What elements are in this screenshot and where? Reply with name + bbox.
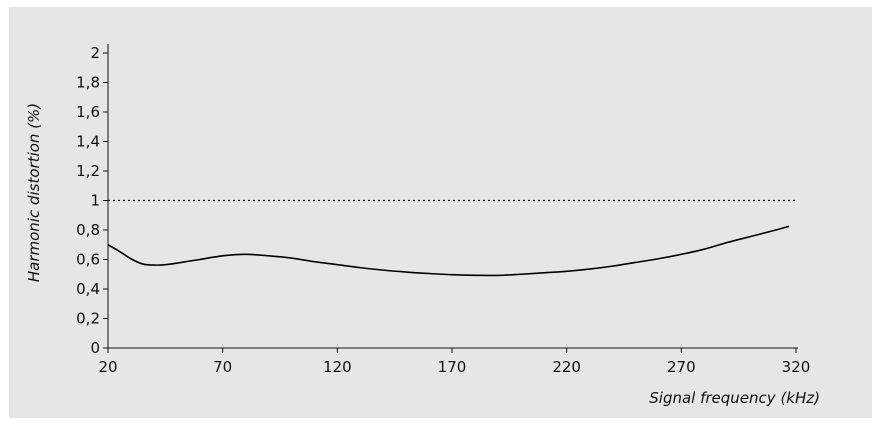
y-tick-label: 0: [90, 339, 100, 357]
x-axis-title: Signal frequency (kHz): [649, 389, 820, 407]
x-tick-label: 20: [98, 358, 117, 376]
x-tick-label: 270: [667, 358, 696, 376]
y-tick-label: 0,8: [76, 221, 100, 239]
y-tick-label: 1,6: [76, 103, 100, 121]
y-axis-title: Harmonic distortion (%): [25, 103, 43, 282]
axes: [103, 44, 798, 353]
y-tick-label: 1: [90, 192, 100, 210]
series-line-0: [107, 225, 790, 277]
chart-panel: 0 0,2 0,4 0,6 0,8 1 1,2 1,4 1,6 1,8 2 20 70 120 170 220…: [9, 7, 872, 418]
y-tick-label: 0,4: [76, 280, 100, 298]
x-tick-label: 320: [782, 358, 811, 376]
y-tick-label: 1,2: [76, 162, 100, 180]
x-tick-label: 220: [552, 358, 581, 376]
y-tick-label: 2: [90, 44, 100, 62]
x-tick-label: 70: [213, 358, 232, 376]
y-tick-label: 0,6: [76, 251, 100, 269]
y-tick-label: 0,2: [76, 310, 100, 328]
y-tick-label: 1,8: [76, 74, 100, 92]
series-group: [107, 225, 790, 277]
x-tick-label: 170: [438, 358, 467, 376]
y-tick-label: 1,4: [76, 133, 100, 151]
x-tick-label: 120: [323, 358, 352, 376]
